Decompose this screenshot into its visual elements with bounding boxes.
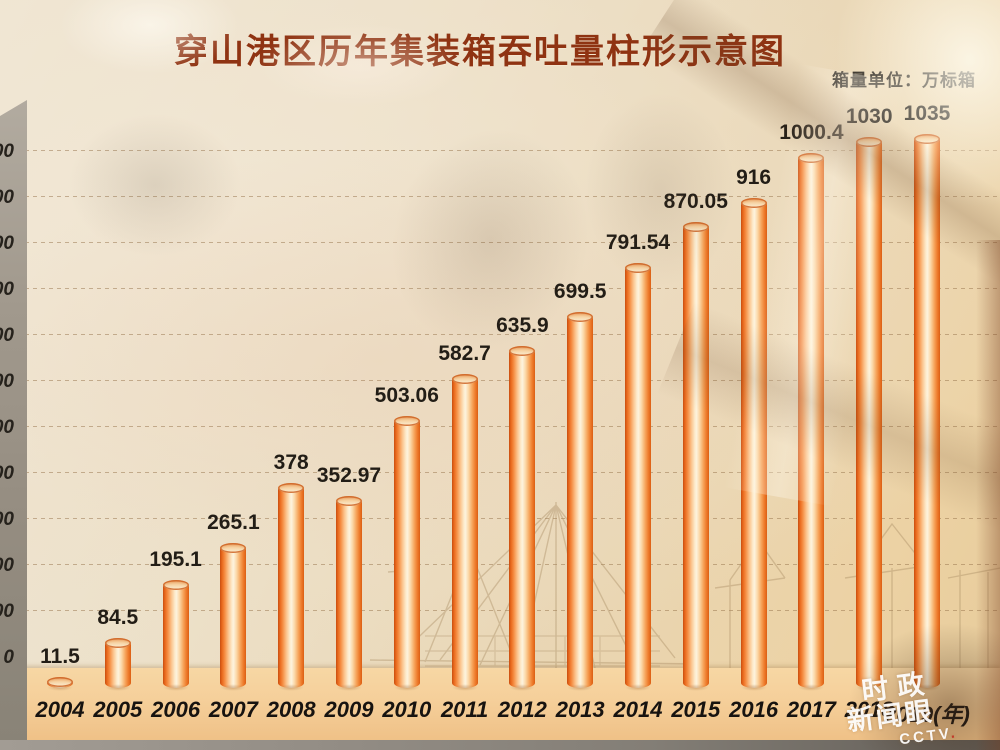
bar-cylinder-cap	[567, 312, 594, 323]
y-tick-label-400: 400	[0, 463, 14, 484]
bar-cylinder-2014: 791.54	[606, 231, 670, 692]
bar-cylinder-2004: 11.5	[40, 645, 80, 693]
bar-cylinder-2006: 195.1	[149, 548, 202, 693]
bar-value-label: 1035	[903, 102, 951, 126]
x-axis-label-2010: 2010	[382, 697, 432, 722]
gridline-800	[25, 288, 1000, 289]
x-axis-label-2018: 2018	[844, 697, 894, 722]
y-tick-label-1000: 1000	[0, 187, 14, 208]
y-tick-label-900: 900	[0, 233, 14, 254]
bar-cylinder-cap	[914, 134, 940, 145]
y-tick-label-500: 500	[0, 417, 14, 438]
bar-cylinder-cap	[393, 416, 420, 427]
bar-cylinder-cap	[278, 482, 305, 493]
bar-cylinder-2019(年): 1035	[904, 102, 950, 692]
reflection-shadow	[40, 90, 270, 280]
bar-value-label: 582.7	[438, 342, 491, 366]
x-axis-label-2014: 2014	[613, 697, 663, 722]
y-tick-label-600: 600	[0, 371, 14, 392]
x-axis-label-2013: 2013	[555, 697, 605, 722]
bar-value-label: 195.1	[149, 547, 202, 571]
bar-cylinder-2017: 1000.4	[779, 121, 844, 693]
chart-title: 穿山港区历年集装箱吞吐量柱形示意图	[174, 33, 786, 71]
bar-value-label: 916	[736, 165, 772, 189]
bar-cylinder-2011: 582.7	[438, 342, 491, 692]
bar-cylinder-cap	[856, 137, 883, 148]
bar-cylinder-2018: 1030	[846, 105, 893, 692]
x-axis-label-2005: 2005	[93, 697, 143, 722]
bar-cylinder-cap	[162, 579, 189, 590]
x-axis-label-2019(年): 2019(年)	[884, 702, 970, 727]
bar-value-label: 11.5	[40, 644, 80, 668]
bar-cylinder-cap	[625, 263, 651, 274]
bar-value-label: 378	[273, 450, 309, 474]
x-axis-label-2007: 2007	[208, 697, 258, 722]
x-axis-label-2016: 2016	[729, 697, 779, 722]
bar-cylinder-2015: 870.05	[664, 190, 728, 693]
bar-value-label: 635.9	[496, 313, 549, 337]
bar-cylinder-cap	[220, 542, 247, 553]
bar-cylinder-2009: 352.97	[317, 464, 381, 693]
x-axis-label-2004: 2004	[35, 697, 85, 722]
bar-value-label: 870.05	[663, 189, 728, 213]
bar-cylinder-cap	[451, 374, 478, 385]
bar-value-label: 1000.4	[779, 120, 844, 144]
broadcaster-watermark: 时政 新闻眼 CCTV.	[842, 662, 1000, 750]
bar-cylinder-2007: 265.1	[207, 511, 260, 692]
bar-cylinder-cap	[798, 152, 825, 163]
bar-value-label: 84.5	[97, 606, 139, 630]
unit-label: 箱量单位：万标箱	[832, 71, 976, 90]
bar-cylinder-2005: 84.5	[97, 606, 138, 692]
y-tick-label-700: 700	[0, 325, 14, 346]
bar-cylinder-2016: 916	[736, 166, 771, 693]
x-axis-label-2017: 2017	[786, 697, 836, 722]
gridline-700	[25, 334, 1000, 335]
bar-cylinder-cap	[47, 676, 73, 687]
x-axis-label-2015: 2015	[671, 697, 721, 722]
bar-cylinder-cap	[740, 197, 767, 208]
x-axis-label-2012: 2012	[497, 697, 547, 722]
bar-cylinder-2013: 699.5	[554, 280, 606, 692]
bar-value-label: 791.54	[605, 231, 671, 255]
y-tick-label-800: 800	[0, 279, 14, 300]
bar-cylinder-cap	[682, 221, 709, 232]
bar-value-label: 265.1	[207, 510, 260, 534]
bar-cylinder-cap	[509, 345, 536, 356]
x-axis-label-2008: 2008	[266, 697, 316, 722]
y-tick-label-0: 0	[3, 647, 14, 668]
photo-bottom-edge	[0, 740, 1000, 750]
x-axis-label-2011: 2011	[440, 697, 489, 722]
y-tick-label-100: 100	[0, 601, 14, 622]
bar-value-label: 699.5	[553, 280, 607, 304]
x-axis-label-2006: 2006	[151, 697, 201, 722]
bar-value-label: 352.97	[316, 463, 382, 487]
x-axis-label-2009: 2009	[324, 697, 374, 722]
bar-cylinder-2008: 378	[274, 451, 309, 693]
bar-value-label: 1030	[845, 105, 893, 129]
y-tick-label-300: 300	[0, 509, 14, 530]
y-tick-label-1100: 1100	[0, 141, 14, 162]
port-sketch-background	[330, 502, 1000, 692]
y-tick-label-200: 200	[0, 555, 14, 576]
bar-cylinder-cap	[336, 495, 362, 506]
bar-cylinder-cap	[104, 638, 131, 649]
gridline-900	[25, 242, 1000, 243]
gridline-1000	[25, 196, 1000, 197]
bar-cylinder-2012: 635.9	[496, 314, 549, 693]
bar-cylinder-2010: 503.06	[375, 384, 439, 692]
cctv-logo-dot: .	[949, 724, 959, 743]
bar-value-label: 503.06	[374, 384, 439, 408]
gridline-1100	[25, 150, 1000, 151]
chart-3d-side-wall	[0, 100, 27, 740]
